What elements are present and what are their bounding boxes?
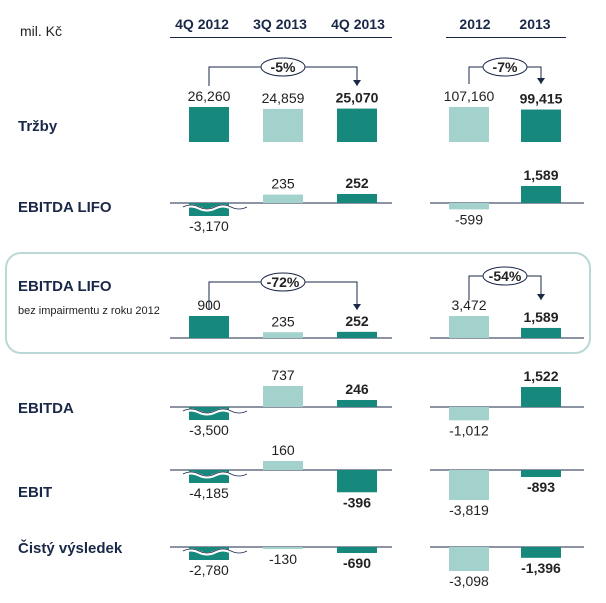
data-label-quarterly: 24,859 (262, 90, 305, 106)
bar-quarterly (189, 107, 229, 142)
data-label-quarterly: 25,070 (336, 90, 379, 106)
data-label-quarterly: 26,260 (188, 88, 231, 104)
bar-quarterly (337, 331, 377, 338)
bar-quarterly (337, 547, 377, 553)
data-label-annual: -599 (455, 211, 483, 227)
data-label-quarterly: -4,185 (189, 485, 229, 501)
data-label-annual: -1,012 (449, 422, 489, 438)
data-label-annual: 99,415 (520, 91, 563, 107)
axis-break-mark (182, 471, 248, 477)
bar-annual (449, 547, 489, 571)
quarterly-header-rule (170, 37, 392, 38)
data-label-quarterly: 160 (271, 442, 295, 458)
bar-quarterly (263, 332, 303, 338)
axis-break-mark (182, 548, 248, 556)
bar-quarterly (263, 194, 303, 203)
row-label-ebitda-lifo: EBITDA LIFO (18, 199, 112, 216)
data-label-quarterly: -3,170 (189, 218, 229, 234)
bar-annual (521, 327, 561, 338)
data-label-annual: -1,396 (521, 560, 561, 576)
data-label-quarterly: -690 (343, 555, 371, 571)
row-label-ebitda: EBITDA (18, 400, 74, 417)
bar-annual (521, 387, 561, 407)
axis-break-mark (182, 471, 248, 479)
annual-header-rule (446, 37, 566, 38)
data-label-quarterly: 235 (271, 313, 295, 329)
annual-change-bubble (482, 266, 528, 286)
bar-quarterly (263, 386, 303, 407)
row-label-trzby: Tržby (18, 118, 58, 135)
annual-change-text: -54% (489, 268, 522, 284)
unit-label: mil. Kč (20, 23, 62, 39)
bar-annual (449, 470, 489, 500)
quarterly-change-bubble (260, 57, 306, 77)
data-label-quarterly: 252 (345, 175, 369, 191)
quarterly-change-arrowhead (353, 80, 361, 86)
annual-change-text: -7% (493, 59, 518, 75)
col-header-2013: 2013 (519, 16, 551, 32)
bar-annual (521, 109, 561, 142)
row-sublabel-ebitda-lifo-adjusted: bez impairmentu z roku 2012 (18, 305, 160, 317)
axis-break-mark (182, 408, 248, 416)
bar-quarterly (263, 461, 303, 470)
bar-quarterly (337, 399, 377, 407)
annual-change-bubble (482, 57, 528, 77)
data-label-quarterly: -3,500 (189, 422, 229, 438)
quarterly-change-arrowhead (353, 304, 361, 310)
data-label-quarterly: 737 (271, 367, 295, 383)
quarterly-change-bubble (260, 272, 306, 292)
data-label-annual: 3,472 (451, 297, 486, 313)
bar-quarterly (337, 470, 377, 493)
data-label-annual: 107,160 (444, 88, 495, 104)
axis-break-mark (182, 408, 248, 414)
bar-annual (521, 470, 561, 478)
bar-annual (521, 186, 561, 203)
data-label-annual: -3,098 (449, 573, 489, 589)
highlight-box (5, 252, 591, 354)
row-label-cisty-vysledek: Čistý výsledek (18, 540, 123, 557)
axis-break-mark (182, 204, 248, 212)
data-label-annual: 1,589 (523, 309, 558, 325)
bar-annual (449, 107, 489, 142)
annual-change-arrowhead (537, 78, 545, 84)
data-label-annual: -3,819 (449, 502, 489, 518)
quarterly-change-text: -72% (267, 274, 300, 290)
data-label-quarterly: -396 (343, 494, 371, 510)
annual-change-arrowhead (537, 294, 545, 300)
col-header-4q2012: 4Q 2012 (175, 16, 229, 32)
col-header-2012: 2012 (459, 16, 491, 32)
quarterly-change-text: -5% (271, 59, 296, 75)
bar-quarterly (189, 316, 229, 338)
bar-annual (449, 407, 489, 421)
bar-annual (449, 203, 489, 210)
data-label-quarterly: 252 (345, 313, 369, 329)
data-label-annual: -893 (527, 479, 555, 495)
data-label-annual: 1,522 (523, 368, 558, 384)
bar-quarterly (263, 108, 303, 142)
bar-quarterly (337, 108, 377, 142)
data-label-quarterly: 246 (345, 381, 369, 397)
row-label-ebitda-lifo-adjusted: EBITDA LIFO (18, 278, 112, 295)
data-label-quarterly: -2,780 (189, 562, 229, 578)
col-header-3q2013: 3Q 2013 (253, 16, 307, 32)
axis-break-mark (182, 548, 248, 554)
data-label-quarterly: -130 (269, 551, 297, 567)
bar-quarterly (337, 194, 377, 203)
col-header-4q2013: 4Q 2013 (331, 16, 385, 32)
bar-quarterly (263, 547, 303, 549)
row-label-ebit: EBIT (18, 484, 53, 501)
bar-annual (449, 316, 489, 338)
data-label-annual: 1,589 (523, 167, 558, 183)
data-label-quarterly: 235 (271, 176, 295, 192)
bar-annual (521, 547, 561, 558)
axis-break-mark (182, 204, 248, 210)
